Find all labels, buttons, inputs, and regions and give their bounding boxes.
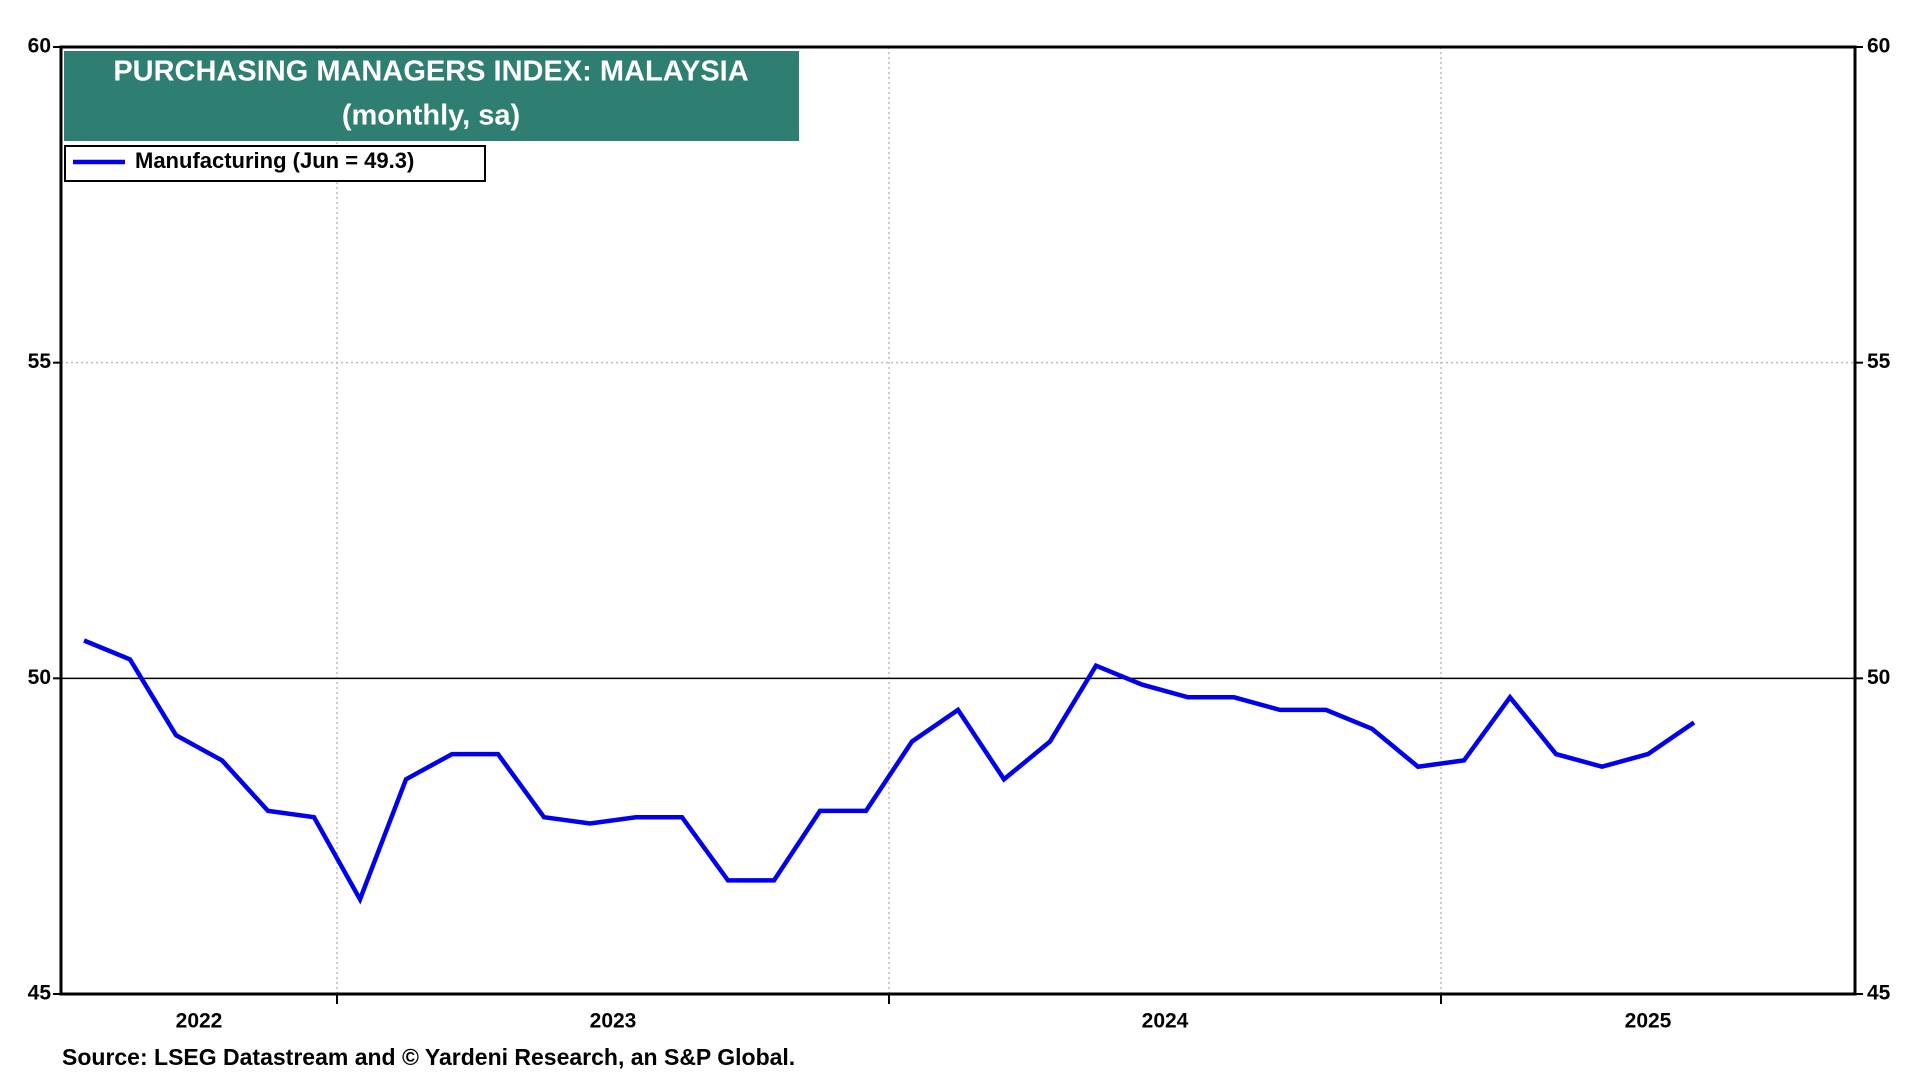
chart-subtitle: (monthly, sa) [342,100,520,132]
y2-tick-label: 55 [1867,350,1891,373]
y-tick-label: 60 [28,35,51,58]
series-line [83,638,1696,905]
title-box [64,51,799,141]
y-tick-label: 50 [28,666,51,689]
legend-box [64,145,486,182]
source-note: Source: LSEG Datastream and © Yardeni Re… [62,1044,795,1070]
x-tick-label: 2024 [1142,1010,1189,1033]
y2-tick-label: 45 [1867,982,1891,1005]
chart-title: PURCHASING MANAGERS INDEX: MALAYSIA [113,56,748,88]
y2-tick-label: 60 [1867,35,1890,58]
x-tick-label: 2022 [176,1010,223,1033]
plot-frame [59,45,1857,996]
y-tick-label: 45 [28,982,52,1005]
x-tick-label: 2023 [590,1010,637,1033]
y-tick-label: 55 [28,350,52,373]
x-tick-label: 2025 [1625,1010,1672,1033]
y2-tick-label: 50 [1867,666,1890,689]
legend-label: Manufacturing (Jun = 49.3) [135,148,414,173]
